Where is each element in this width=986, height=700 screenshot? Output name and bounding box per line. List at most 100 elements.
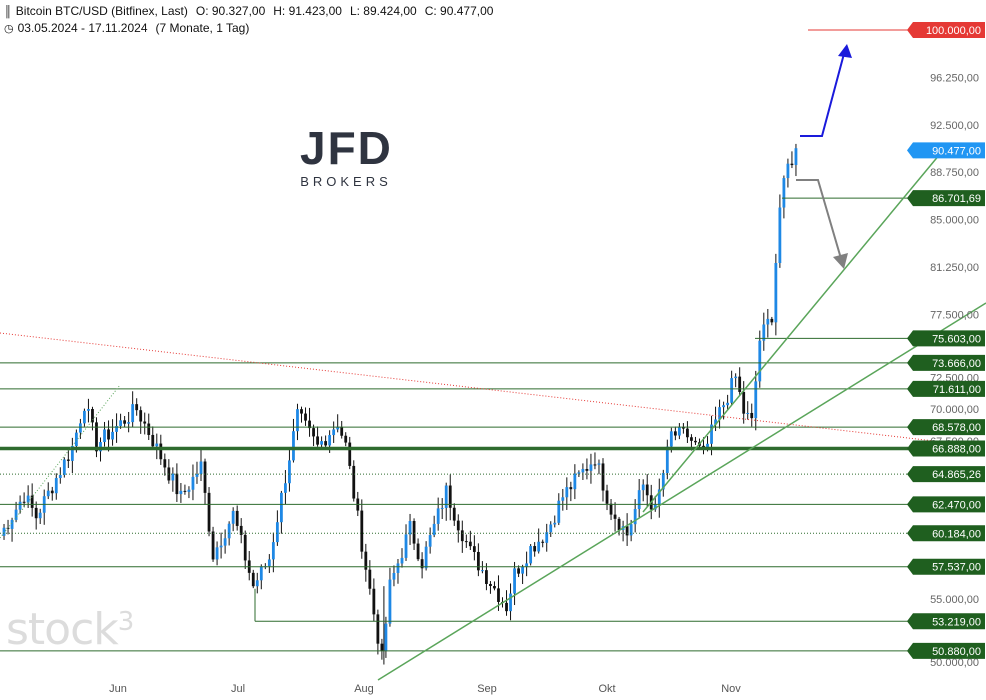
candle [30,483,34,517]
candle [127,411,131,433]
candle [50,486,54,501]
candle-body [545,532,549,543]
y-tick-label: 88.750,00 [930,167,979,179]
candle [139,406,143,434]
candle [231,507,235,532]
candle-body [722,405,725,408]
level-label-bg [907,419,985,436]
level-label-bg [907,642,985,659]
candle [251,569,255,589]
current-price-label: 90.477,00 [907,142,985,159]
stock3-watermark: stock3 [6,604,135,655]
candle-body [119,420,122,427]
level-label-bg [907,354,985,371]
candle-body [533,546,537,552]
candle-body [476,551,480,571]
candle-body [131,404,135,423]
candle-body [645,484,649,496]
candle-body [199,461,203,475]
candle-body [762,324,766,341]
candle-body [219,545,223,548]
candle-body [139,410,143,422]
level-label-text: 71.611,00 [933,384,981,396]
level-label: 53.219,00 [907,613,985,630]
candle [617,516,621,536]
candle-body [107,429,110,440]
candle-body [275,522,279,543]
candle [392,565,396,587]
candle [790,151,794,169]
level-label-bg [907,440,985,457]
candle-body [38,512,42,519]
candle-body [569,487,573,490]
level-label: 50.880,00 [907,642,985,659]
candle [87,398,90,423]
candle-body [292,431,295,461]
candle [95,417,98,458]
candle [513,561,516,606]
candle-body [774,262,778,323]
candle-body [384,623,388,651]
level-label-text: 86.701,69 [932,193,981,205]
candle-body [163,459,167,468]
candle [782,175,786,219]
x-tick-label: Okt [598,683,615,695]
candle-body [171,473,175,481]
candle [722,401,725,420]
level-label-bg [907,330,985,347]
candle-body [593,464,597,466]
candle-body [613,514,617,519]
candle [62,457,66,478]
date-range: 03.05.2024 - 17.11.2024 [17,21,148,35]
candle [247,551,251,581]
candle-body [513,568,516,594]
candle-body [267,559,271,567]
candle-body [340,426,344,436]
candle-body [34,507,38,519]
candle-body [235,510,239,526]
candle [368,560,372,595]
candle-body [657,489,661,505]
candle [284,470,287,505]
candle-body [485,570,488,584]
logo-main-text: JFD [300,122,393,174]
candle [22,492,26,508]
candle [296,403,299,441]
bearish-arrowhead [833,253,848,269]
candle-body [770,318,774,323]
candle [440,498,444,520]
y-tick-label: 50.000,00 [930,657,979,669]
candle-body [308,420,311,429]
chart-header-quote: ║ Bitcoin BTC/USD (Bitfinex, Last) O: 90.3… [4,4,493,18]
watermark-sup: 3 [117,607,135,637]
candle [384,616,388,658]
candle [255,572,259,594]
level-label-text: 64.865,26 [932,469,981,481]
level-label: 73.666,00 [907,354,985,371]
level-label: 57.537,00 [907,558,985,575]
candle [167,459,171,484]
candle [227,521,231,546]
candle-body [368,569,372,589]
candle-body [669,431,673,447]
candle [794,143,798,177]
candle [529,544,533,566]
candle-body [460,530,464,542]
candle-body [239,525,243,535]
candle [376,609,380,655]
candle-body [312,428,315,437]
level-label-text: 53.219,00 [932,616,981,628]
candle-body [609,503,613,515]
candle-body [493,586,496,589]
candle-body [682,426,685,429]
level-label-bg [907,613,985,630]
candle-body [464,541,468,543]
candle-body [348,442,352,466]
candle [91,406,94,431]
candle [316,426,319,447]
candle [541,539,545,548]
candle [312,424,315,447]
candle [726,394,730,410]
candle [372,578,376,622]
candle-body [231,510,235,524]
